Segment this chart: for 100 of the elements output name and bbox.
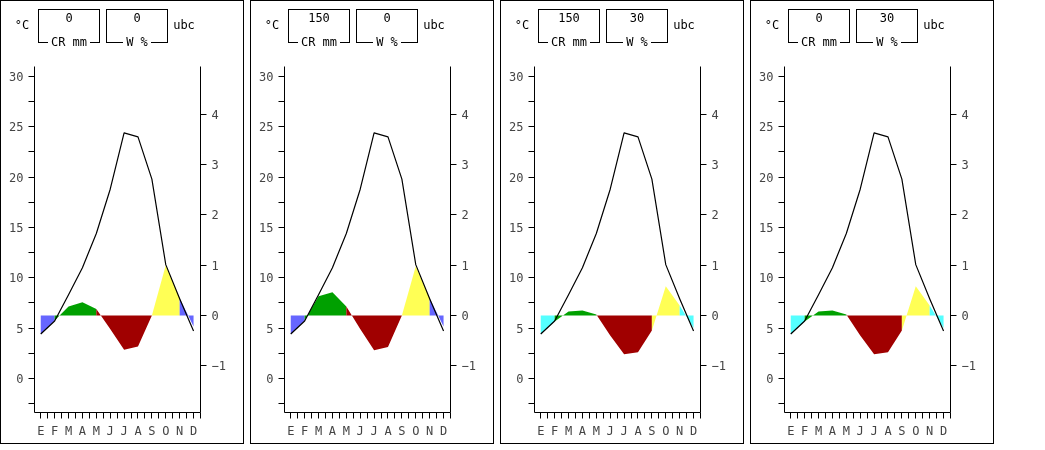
x-tick-label: S	[898, 423, 906, 438]
text: W %	[873, 33, 901, 51]
y2-tick-label: 2	[211, 208, 219, 223]
x-tick-label: M	[314, 423, 323, 438]
y2-tick-label: 3	[711, 158, 719, 173]
x-tick-label: J	[120, 423, 128, 438]
y-tick-label: 10	[509, 271, 524, 286]
x-tick-label: F	[51, 423, 59, 438]
x-tick-label: M	[92, 423, 100, 438]
y2-tick-label: 4	[961, 107, 969, 122]
y2-tick-label: 2	[961, 208, 969, 223]
y-tick-label: 15	[759, 220, 774, 235]
x-tick-label: S	[398, 423, 406, 438]
x-tick-label: N	[676, 423, 684, 438]
x-tick-label: J	[856, 423, 864, 438]
x-tick-label: E	[287, 423, 295, 438]
y2-tick-label: 3	[961, 158, 969, 173]
y-axis-title: °C	[13, 17, 31, 35]
y2-tick-label: 1	[711, 258, 719, 273]
x-tick-label: E	[787, 423, 795, 438]
x-tick-label: A	[328, 423, 337, 438]
x-tick-label: E	[37, 423, 45, 438]
y-axis-title: °C	[763, 17, 781, 35]
x-tick-label: M	[564, 423, 573, 438]
y2-tick-label: 2	[461, 208, 469, 223]
x-tick-label: D	[439, 423, 448, 438]
y-tick-label: 30	[759, 70, 774, 85]
y2-axis-title: ubc	[922, 17, 946, 35]
line-series	[40, 132, 195, 335]
y-tick-label: 20	[759, 170, 774, 185]
y2-tick-label: 0	[711, 308, 719, 323]
y-tick-label: 25	[9, 120, 24, 135]
x-tick-label: O	[912, 423, 920, 438]
y-tick-label: 30	[509, 70, 524, 85]
y-tick-label: 10	[9, 271, 24, 286]
y-tick-label: 25	[259, 120, 274, 135]
text: CR mm	[297, 33, 341, 51]
x-tick-label: F	[301, 423, 309, 438]
text: CR mm	[547, 33, 591, 51]
y-tick-label: 25	[759, 120, 774, 135]
x-tick-label: D	[689, 423, 698, 438]
x-tick-label: O	[162, 423, 170, 438]
x-tick-label: A	[134, 423, 143, 438]
x-tick-label: M	[342, 423, 350, 438]
y-tick-label: 0	[266, 371, 274, 386]
y2-tick-label: 3	[461, 158, 469, 173]
x-tick-label: N	[176, 423, 184, 438]
y2-axis-title: ubc	[422, 17, 446, 35]
y2-tick-label: 1	[211, 258, 219, 273]
x-tick-label: F	[551, 423, 559, 438]
text: CR mm	[47, 33, 91, 51]
y2-axis-title: ubc	[172, 17, 196, 35]
y-tick-label: 5	[516, 321, 524, 336]
y2-tick-label: 1	[461, 258, 469, 273]
line-series	[790, 132, 945, 335]
text: 30	[879, 10, 895, 27]
text: CR mm	[797, 33, 841, 51]
text: W %	[623, 33, 651, 51]
y-axis-title: °C	[263, 17, 281, 35]
text: 150	[558, 10, 580, 27]
y2-tick-label: −1	[461, 359, 476, 374]
y2-tick-label: 3	[211, 158, 219, 173]
y2-tick-label: 1	[961, 258, 969, 273]
x-tick-label: J	[870, 423, 878, 438]
y-tick-label: 20	[9, 170, 24, 185]
x-tick-label: E	[537, 423, 545, 438]
y-tick-label: 0	[516, 371, 524, 386]
y2-tick-label: −1	[961, 359, 976, 374]
text: 0	[65, 10, 73, 27]
y-tick-label: 10	[259, 271, 274, 286]
text: W %	[373, 33, 401, 51]
x-tick-label: N	[426, 423, 434, 438]
x-tick-label: S	[148, 423, 156, 438]
x-tick-label: O	[662, 423, 670, 438]
x-tick-label: A	[634, 423, 643, 438]
x-tick-label: J	[356, 423, 364, 438]
line-series	[540, 132, 695, 335]
x-tick-label: D	[939, 423, 948, 438]
x-tick-label: J	[620, 423, 628, 438]
text: 0	[815, 10, 823, 27]
x-tick-label: A	[78, 423, 87, 438]
x-tick-label: N	[926, 423, 934, 438]
y2-tick-label: 0	[211, 308, 219, 323]
text: 0	[383, 10, 391, 27]
x-tick-label: M	[64, 423, 73, 438]
y-tick-label: 25	[509, 120, 524, 135]
text: 30	[629, 10, 645, 27]
y-tick-label: 5	[766, 321, 774, 336]
y-axis-title: °C	[513, 17, 531, 35]
y2-tick-label: 0	[461, 308, 469, 323]
y-tick-label: 15	[9, 220, 24, 235]
x-tick-label: M	[592, 423, 600, 438]
x-tick-label: F	[801, 423, 809, 438]
y2-tick-label: 0	[961, 308, 969, 323]
y2-tick-label: 4	[711, 107, 719, 122]
y2-tick-label: 4	[211, 107, 219, 122]
x-tick-label: A	[828, 423, 837, 438]
y-tick-label: 20	[259, 170, 274, 185]
x-tick-label: S	[648, 423, 656, 438]
y2-tick-label: −1	[211, 359, 226, 374]
